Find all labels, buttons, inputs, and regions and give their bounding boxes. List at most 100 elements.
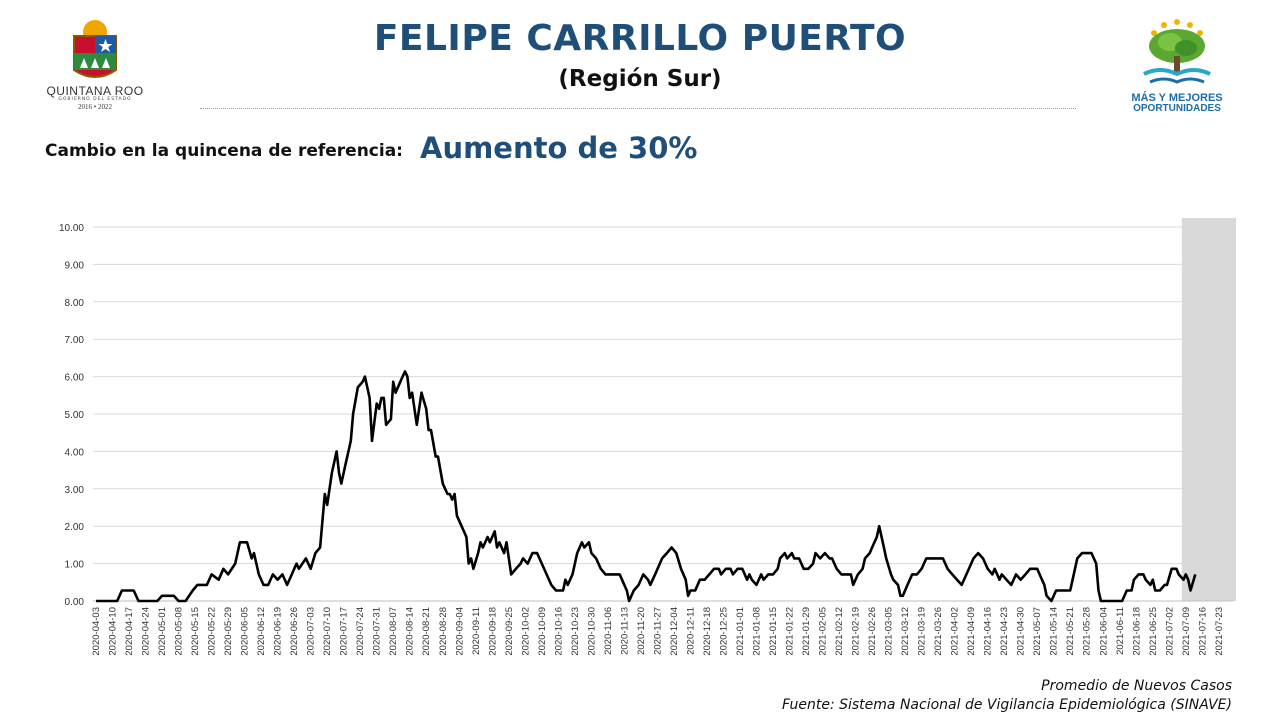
x-tick-label: 2020-11-20 xyxy=(636,607,647,655)
x-tick-label: 2021-02-12 xyxy=(834,607,845,656)
logo-years: 2016 • 2022 xyxy=(78,103,112,111)
x-tick-label: 2020-04-03 xyxy=(91,607,102,656)
x-tick-label: 2020-11-27 xyxy=(652,607,663,655)
x-tick-label: 2020-04-10 xyxy=(108,607,119,656)
x-tick-label: 2020-08-21 xyxy=(421,607,432,656)
logo-line-1: MÁS Y MEJORES xyxy=(1131,92,1223,104)
x-tick-label: 2020-10-23 xyxy=(570,607,581,656)
x-tick-label: 2020-05-15 xyxy=(190,607,201,656)
logo-name: QUINTANA ROO xyxy=(46,84,144,98)
x-tick-label: 2021-06-11 xyxy=(1115,607,1126,655)
y-tick-label: 9.00 xyxy=(65,260,85,271)
x-tick-label: 2021-03-19 xyxy=(917,607,928,656)
x-tick-label: 2021-05-21 xyxy=(1065,607,1076,656)
x-tick-label: 2021-01-22 xyxy=(785,607,796,656)
x-tick-label: 2020-12-25 xyxy=(718,607,729,656)
logo-line-2: OPORTUNIDADES xyxy=(1133,103,1221,114)
x-tick-label: 2021-01-29 xyxy=(801,607,812,656)
y-tick-label: 2.00 xyxy=(65,522,85,533)
x-tick-label: 2020-09-18 xyxy=(487,607,498,656)
tree-icon xyxy=(1143,19,1211,84)
y-tick-label: 1.00 xyxy=(65,560,85,571)
x-axis: 2020-04-03 2020-04-10 2020-04-17 2020-04-24… xyxy=(91,607,1225,656)
x-tick-label: 2020-05-22 xyxy=(207,607,218,656)
x-tick-label: 2020-08-14 xyxy=(405,607,416,656)
x-tick-label: 2020-09-25 xyxy=(504,607,515,656)
x-tick-label: 2021-01-15 xyxy=(768,607,779,656)
x-tick-label: 2020-06-05 xyxy=(240,607,251,656)
y-tick-label: 6.00 xyxy=(65,373,85,384)
x-tick-label: 2021-04-30 xyxy=(1016,607,1027,656)
x-tick-label: 2021-02-19 xyxy=(851,607,862,656)
series-line xyxy=(96,370,1197,603)
x-tick-label: 2020-06-19 xyxy=(273,607,284,656)
x-tick-label: 2021-02-26 xyxy=(867,607,878,656)
x-tick-label: 2020-08-28 xyxy=(438,607,449,656)
x-tick-label: 2020-10-09 xyxy=(537,607,548,656)
x-tick-label: 2020-10-02 xyxy=(520,607,531,656)
y-tick-label: 5.00 xyxy=(65,410,85,421)
x-tick-label: 2020-12-04 xyxy=(669,607,680,656)
x-tick-label: 2021-03-05 xyxy=(884,607,895,656)
y-axis: 0.00 1.00 2.00 3.00 4.00 5.00 6.00 7.00 8.00 9.00… xyxy=(59,223,84,608)
x-tick-label: 2021-06-25 xyxy=(1148,607,1159,656)
quintana-roo-logo: QUINTANA ROO GOBIERNO DEL ESTADO 2016 • … xyxy=(40,14,150,114)
x-tick-label: 2020-11-13 xyxy=(619,607,630,655)
x-tick-label: 2020-05-08 xyxy=(174,607,185,656)
page-title: FELIPE CARRILLO PUERTO xyxy=(373,18,907,59)
x-tick-label: 2020-09-11 xyxy=(471,607,482,655)
x-tick-label: 2020-10-30 xyxy=(586,607,597,656)
x-tick-label: 2021-04-09 xyxy=(966,607,977,656)
data-source: Fuente: Sistema Nacional de Vigilancia E… xyxy=(782,697,1232,713)
x-tick-label: 2020-04-17 xyxy=(124,607,135,656)
x-tick-label: 2020-04-24 xyxy=(141,607,152,656)
x-tick-label: 2021-01-01 xyxy=(735,607,746,656)
x-tick-label: 2021-07-09 xyxy=(1181,607,1192,656)
x-tick-label: 2021-04-02 xyxy=(950,607,961,656)
logo-government: GOBIERNO DEL ESTADO xyxy=(58,97,132,102)
x-tick-label: 2020-06-12 xyxy=(256,607,267,656)
x-tick-label: 2020-07-31 xyxy=(372,607,383,656)
x-tick-label: 2021-07-16 xyxy=(1197,607,1208,656)
y-tick-label: 3.00 xyxy=(65,485,85,496)
x-tick-label: 2021-05-28 xyxy=(1082,607,1093,656)
x-tick-label: 2021-06-18 xyxy=(1131,607,1142,656)
y-tick-label: 8.00 xyxy=(65,298,85,309)
cases-line-chart: 0.00 1.00 2.00 3.00 4.00 5.00 6.00 7.00 8.00 9.00… xyxy=(59,218,1236,656)
x-tick-label: 2020-07-10 xyxy=(322,607,333,656)
x-tick-label: 2020-12-18 xyxy=(702,607,713,656)
x-tick-label: 2021-03-26 xyxy=(933,607,944,656)
x-tick-label: 2020-07-03 xyxy=(306,607,317,656)
x-tick-label: 2021-02-05 xyxy=(818,607,829,656)
x-tick-label: 2021-06-04 xyxy=(1098,607,1109,656)
x-tick-label: 2021-04-23 xyxy=(999,607,1010,656)
grid-lines xyxy=(93,226,1233,565)
x-tick-label: 2020-05-29 xyxy=(223,607,234,656)
x-tick-label: 2020-06-26 xyxy=(289,607,300,656)
change-value: Aumento de 30% xyxy=(420,131,698,165)
x-tick-label: 2020-12-11 xyxy=(685,607,696,655)
x-tick-label: 2021-07-23 xyxy=(1214,607,1225,656)
y-tick-label: 10.00 xyxy=(59,223,84,234)
x-tick-label: 2020-10-16 xyxy=(553,607,564,656)
x-tick-label: 2021-03-12 xyxy=(900,607,911,656)
header-divider xyxy=(200,108,1076,109)
change-label: Cambio en la quincena de referencia: xyxy=(45,141,403,161)
page-subtitle: (Región Sur) xyxy=(558,66,722,92)
oportunidades-logo: MÁS Y MEJORES OPORTUNIDADES xyxy=(1122,18,1232,114)
coat-of-arms-icon xyxy=(73,14,117,78)
x-tick-label: 2020-05-01 xyxy=(157,607,168,656)
x-tick-label: 2021-07-02 xyxy=(1164,607,1175,656)
x-tick-label: 2020-07-17 xyxy=(339,607,350,656)
highlight-band xyxy=(1181,218,1236,601)
x-tick-label: 2021-01-08 xyxy=(751,607,762,656)
x-tick-label: 2020-07-24 xyxy=(355,607,366,656)
y-tick-label: 7.00 xyxy=(65,335,85,346)
y-tick-label: 0.00 xyxy=(65,597,85,608)
y-tick-label: 4.00 xyxy=(65,447,85,458)
x-tick-label: 2021-04-16 xyxy=(983,607,994,656)
x-tick-label: 2021-05-14 xyxy=(1049,607,1060,656)
x-tick-label: 2020-11-06 xyxy=(603,607,614,655)
x-tick-label: 2020-08-07 xyxy=(388,607,399,656)
chart-note: Promedio de Nuevos Casos xyxy=(1041,678,1232,694)
